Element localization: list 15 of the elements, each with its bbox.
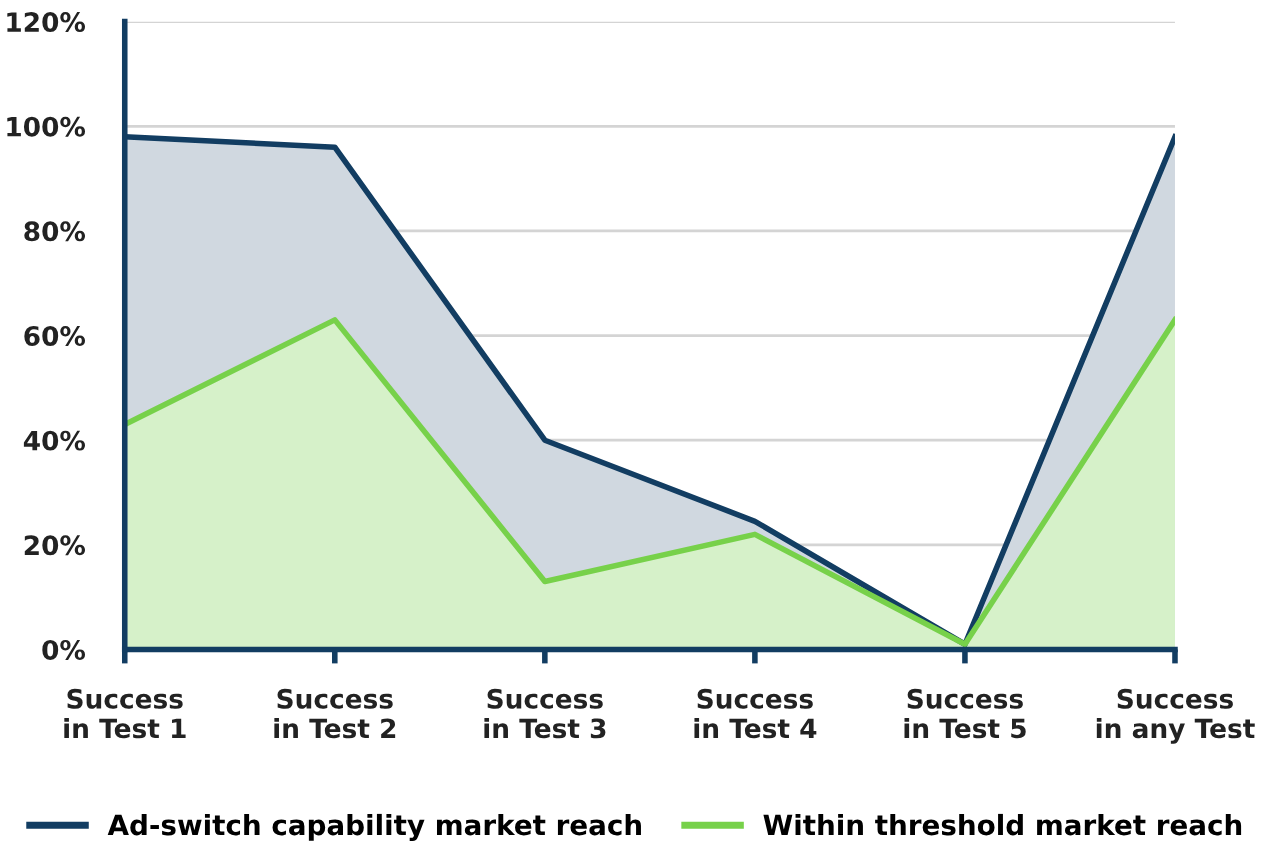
- x-tick-label: Success in Test 2: [274, 688, 396, 739]
- x-tick-label: Success in any Test: [1096, 688, 1255, 744]
- y-tick-label: 100%: [7, 116, 86, 137]
- y-tick-label: 20%: [24, 535, 86, 556]
- y-tick-label: 40%: [23, 430, 86, 451]
- y-tick-label: 0%: [42, 639, 86, 660]
- x-tick-label: Success in Test 4: [694, 688, 817, 739]
- x-tick-label: Success in Test 5: [904, 688, 1026, 739]
- y-tick-label: 120%: [7, 12, 86, 33]
- y-tick-label: 60%: [24, 326, 86, 346]
- y-tick-label: 80%: [24, 221, 86, 242]
- x-tick-label: Success in Test 3: [484, 688, 606, 739]
- x-tick-label: Success in Test 1: [64, 688, 186, 739]
- legend-label: Within threshold market reach: [763, 813, 1242, 836]
- legend-label: Ad-switch capability market reach: [107, 813, 641, 841]
